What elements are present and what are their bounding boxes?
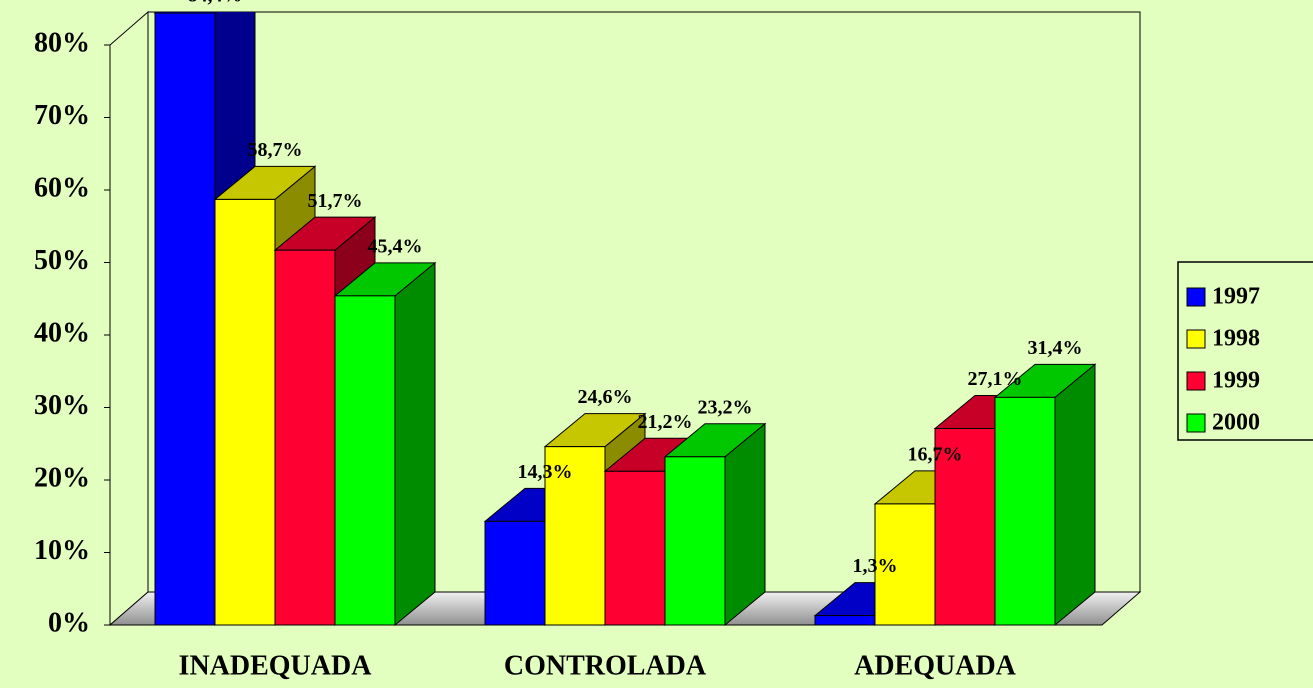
legend-label: 1999 [1212,368,1260,394]
bar [154,12,216,626]
value-label: 21,2% [638,411,693,433]
y-tick-label: 60% [34,172,90,203]
legend-label: 2000 [1212,410,1260,436]
y-tick-label: 70% [34,100,90,131]
y-tick-label: 0% [48,607,90,638]
bar [544,446,606,626]
bar-side [394,261,436,627]
y-tick-label: 30% [34,390,90,421]
legend-label: 1997 [1212,284,1260,310]
value-label: 51,7% [308,190,363,212]
legend-swatch [1186,287,1206,307]
legend-swatch [1186,329,1206,349]
bar [934,428,996,626]
bar [334,295,396,626]
value-label: 14,3% [518,461,573,483]
y-tick-label: 80% [34,27,90,58]
value-label: 31,4% [1028,337,1083,359]
value-label: 1,3% [853,555,898,577]
y-tick-label: 10% [34,535,90,566]
bar-side [1054,363,1096,627]
value-label: 45,4% [368,235,423,257]
x-tick-label: CONTROLADA [504,650,707,681]
bar [814,615,876,626]
legend-label: 1998 [1212,326,1260,352]
side-wall [109,10,149,627]
value-label: 58,7% [248,139,303,161]
y-tick-label: 20% [34,462,90,493]
legend-swatch [1186,371,1206,391]
value-label: 84,4% [188,0,243,7]
bar-side [724,422,766,627]
x-tick-label: INADEQUADA [179,650,373,681]
y-tick-label: 50% [34,245,90,276]
y-tick-label: 40% [34,317,90,348]
bar [874,503,936,626]
bar [484,520,546,626]
value-label: 23,2% [698,396,753,418]
bar [994,396,1056,626]
x-tick-label: ADEQUADA [854,650,1017,681]
bar [604,470,666,626]
value-label: 24,6% [578,386,633,408]
bars [153,12,1097,627]
bar [664,456,726,626]
legend-swatch [1186,413,1206,433]
bar [274,249,336,626]
bar [214,198,276,626]
value-label: 16,7% [908,444,963,466]
value-label: 27,1% [968,368,1023,390]
